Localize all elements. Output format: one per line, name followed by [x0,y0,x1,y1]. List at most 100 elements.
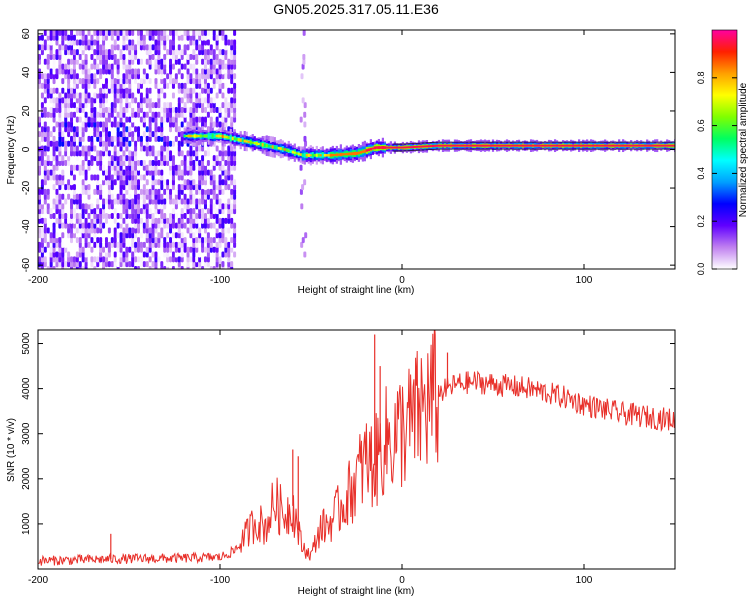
spectrogram-ridge-cell [327,154,330,157]
spectrogram-cell [142,188,146,195]
spectrogram-cell [61,97,65,104]
spectrogram-cell [195,261,199,268]
spectrogram-cell [221,145,225,152]
spectrogram-cell [183,159,187,166]
spectrogram-cell [87,193,91,200]
spectrogram-cell [104,82,108,89]
spectrogram-cell [154,49,158,56]
spectrogram-ridge-cell [331,153,334,157]
spectrogram-cell [102,102,106,109]
spectrogram-cell [102,58,106,65]
spectrogram-cell [102,131,106,138]
spectrogram-cell [131,73,135,80]
spectrogram-cell [81,126,85,133]
spectrogram-cell [116,131,120,138]
spectrogram-cell [186,203,190,210]
spectrogram-cell [209,121,213,128]
spectrogram-cell [203,174,207,181]
spectrogram-cell [221,203,225,210]
spectrogram-cell [49,237,53,244]
spectrogram-cell [96,92,100,99]
spectrogram-cell [119,193,123,200]
spectrogram-cell [102,212,106,219]
spectrogram-cell [203,68,207,75]
spectrogram-cell [171,241,175,248]
spectrogram-cell [171,222,175,229]
spectrogram-cell [224,217,228,224]
spectrogram-cell [122,184,126,191]
spectrogram-cell [107,82,111,89]
spectrogram-cell [125,159,129,166]
spectrogram-cell [157,169,161,176]
spectrogram-cell [87,78,91,85]
spectrogram-cell [61,30,65,36]
spectrogram-cell [233,53,237,60]
spectrogram-ridge-cell [233,137,236,141]
spectrogram-cell [70,116,74,123]
spectrogram-ridge-cell [241,139,244,142]
spectrogram-cell [137,73,141,80]
spectrogram-cell [169,116,173,123]
spectrogram-cell [218,78,222,85]
spectrogram-cell [209,246,213,253]
spectrogram-ridge-cell [445,144,449,147]
spectrogram-cell [99,150,103,157]
spectrogram-cell [189,155,193,162]
spectrogram-cell [215,145,219,152]
spectrogram-cell [116,30,120,36]
spectrogram-cell [128,44,132,51]
spectrogram-cell [102,92,106,99]
spectrogram-cell [171,49,175,56]
spectrogram-cell [67,92,71,99]
spectrogram-cell [227,217,231,224]
spectrogram-cell [163,155,167,162]
spectrogram-cell [203,179,207,186]
spectrogram-cell [131,53,135,60]
spectrogram-cell [227,106,231,113]
spectrogram-cell [180,111,184,118]
spectrogram-cell [195,184,199,191]
spectrogram-ridge-cell [353,151,356,156]
spectrogram-cell [137,241,141,248]
spectrogram-ridge-cell [433,144,437,147]
spectrogram-cell [201,34,205,41]
spectrogram-cell [212,251,216,258]
spectrogram-cell [157,102,161,109]
spectrogram-cell [157,58,161,65]
spectrogram-cell [154,30,158,36]
spectrogram-cell [201,155,205,162]
spectrogram-cell [84,261,88,268]
spectrogram-cell [198,208,202,215]
spectrogram-cell [38,131,41,138]
colorbar-tick-label: 0.4 [696,167,706,180]
spectrogram-cell [102,78,106,85]
spectrogram-cell [72,34,76,41]
spectrogram-cell [145,227,149,234]
spectrogram-cell [221,232,225,239]
spectrogram-cell [206,251,210,258]
spectrogram-cell [52,155,56,162]
spectrogram-cell [52,111,56,118]
spectrogram-cell [75,198,79,205]
spectrogram-cell [201,169,205,176]
spectrogram-cell [166,145,170,152]
spectrogram-cell [142,111,146,118]
spectrogram-cell [148,169,152,176]
spectrogram-cell [169,222,173,229]
spectrogram-cell [61,102,65,109]
spectrogram-cell [186,164,190,171]
spectrogram-cell [102,179,106,186]
spectrogram-cell [148,126,152,133]
spectrogram-cell [110,53,114,60]
spectrogram-cell [90,212,94,219]
spectrogram-ridge-cell [219,134,222,138]
spectrogram-cell [90,39,94,46]
spectrogram-cell [122,126,126,133]
spectrogram-cell [113,164,117,171]
spectrogram-cell [107,246,111,253]
spectrogram-cell [107,116,111,123]
spectrogram-cell [102,203,106,210]
spectrogram-cell [134,111,138,118]
